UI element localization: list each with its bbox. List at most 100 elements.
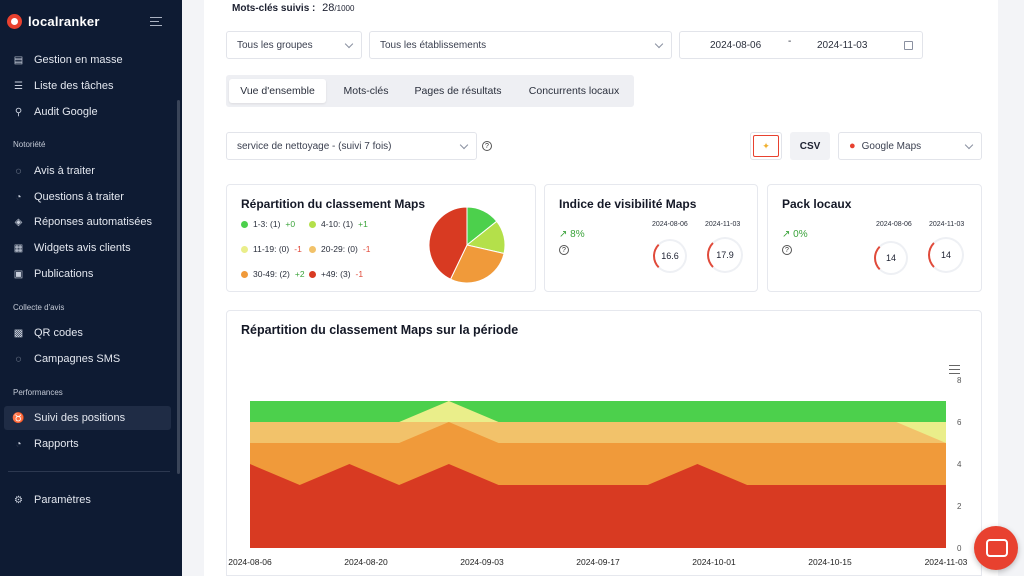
- localpack-date-start: 2024-08-06: [876, 221, 912, 228]
- trend-up-icon: ↗: [559, 229, 571, 240]
- help-icon[interactable]: ?: [782, 245, 792, 255]
- date-range-picker[interactable]: 2024-08-06 - 2024-11-03: [679, 31, 923, 59]
- keywords-counter: Mots-clés suivis : 28/1000: [232, 2, 354, 14]
- legend-item: 20-29: (0) -1: [309, 244, 370, 254]
- groups-select[interactable]: Tous les groupes: [226, 31, 362, 59]
- menu-toggle-icon[interactable]: [150, 17, 162, 26]
- source-value: Google Maps: [861, 140, 922, 152]
- legend-dot: [241, 270, 248, 278]
- sidebar-item-rapports[interactable]: ◔ Rapports: [4, 432, 171, 456]
- sidebar-item-label: Questions à traiter: [34, 191, 124, 203]
- chevron-down-icon: [964, 140, 974, 150]
- sidebar-divider: [8, 471, 170, 472]
- calendar-icon: ▣: [13, 268, 24, 280]
- sidebar-item-label: QR codes: [34, 327, 83, 339]
- sms-icon: ◌: [15, 353, 22, 365]
- source-select[interactable]: ● Google Maps: [838, 132, 982, 160]
- legend-delta: +2: [294, 269, 305, 279]
- chevron-down-icon: [344, 39, 354, 49]
- help-icon[interactable]: ?: [559, 245, 569, 255]
- calendar-icon: [904, 41, 913, 50]
- legend-label: 4-10: (1): [321, 219, 354, 229]
- x-tick-label: 2024-08-06: [228, 557, 272, 567]
- app-name: localranker: [28, 14, 100, 29]
- sidebar-item-qrcodes[interactable]: ▩ QR codes: [4, 321, 171, 345]
- y-tick-label: 6: [957, 418, 962, 427]
- sidebar-item-label: Avis à traiter: [34, 165, 95, 177]
- visibility-gauge-end: 17.9: [707, 237, 743, 273]
- bot-icon: ◈: [14, 216, 23, 228]
- legend-delta: +1: [358, 219, 368, 229]
- sidebar-item-taches[interactable]: ☰ Liste des tâches: [4, 74, 171, 98]
- csv-export-button[interactable]: CSV: [790, 132, 830, 160]
- help-icon[interactable]: ?: [482, 141, 492, 151]
- visibility-date-end: 2024-11-03: [705, 221, 741, 228]
- x-tick-label: 2024-11-03: [925, 557, 968, 567]
- localpack-value-start: 14: [885, 253, 896, 263]
- sidebar-item-widgets[interactable]: ▦ Widgets avis clients: [4, 236, 171, 260]
- y-tick-label: 8: [957, 376, 962, 385]
- localpack-trend-value: 0%: [793, 229, 808, 240]
- sidebar-item-parametres[interactable]: ⚙ Paramètres: [4, 488, 171, 512]
- sidebar-item-label: Suivi des positions: [34, 412, 126, 424]
- tab-concurrents[interactable]: Concurrents locaux: [528, 85, 620, 97]
- ranking-icon: ♉: [12, 412, 25, 424]
- legend-dot: [241, 220, 248, 228]
- tab-mots-cles[interactable]: Mots-clés: [343, 85, 389, 97]
- chat-support-button[interactable]: [974, 526, 1018, 570]
- chevron-down-icon: [459, 140, 469, 150]
- period-area-chart: 0 2 4 6 8 2024-08-06 2024-08-20 2024-09-03 2024-…: [228, 376, 968, 567]
- date-separator: -: [788, 36, 792, 47]
- keywords-max: /1000: [334, 4, 355, 13]
- sidebar-item-reponses[interactable]: ◈ Réponses automatisées: [4, 210, 171, 234]
- sidebar-item-label: Rapports: [34, 438, 79, 450]
- sparkle-icon: ✦: [753, 135, 779, 157]
- chevron-down-icon: [654, 39, 664, 49]
- visibility-trend: ↗ 8%: [559, 229, 585, 240]
- tab-pages-resultats[interactable]: Pages de résultats: [414, 85, 502, 97]
- date-end: 2024-11-03: [817, 39, 868, 51]
- sidebar-scrollbar[interactable]: [177, 100, 180, 474]
- tab-vue-ensemble[interactable]: Vue d'ensemble: [229, 79, 326, 103]
- widget-icon: ▦: [13, 242, 24, 254]
- sidebar-item-questions[interactable]: ◔ Questions à traiter: [4, 185, 171, 209]
- sidebar-item-publications[interactable]: ▣ Publications: [4, 262, 171, 286]
- visibility-card: Indice de visibilité Maps ↗ 8% ? 2024-08…: [544, 184, 758, 292]
- legend-item: 1-3: (1) +0: [241, 219, 295, 229]
- sidebar-item-sms[interactable]: ◌ Campagnes SMS: [4, 347, 171, 371]
- localpack-gauge-start: 14: [874, 241, 908, 275]
- search-icon: ⚲: [14, 106, 23, 118]
- localpack-trend: ↗ 0%: [782, 229, 808, 240]
- legend-delta: -1: [355, 269, 364, 279]
- area-series: [250, 464, 946, 548]
- keyword-select[interactable]: service de nettoyage - (suivi 7 fois): [226, 132, 477, 160]
- sidebar-item-gestion[interactable]: ▤ Gestion en masse: [4, 48, 171, 72]
- legend-dot: [241, 245, 248, 253]
- view-tabs: Vue d'ensemble Mots-clés Pages de résult…: [226, 75, 634, 107]
- ai-insights-button[interactable]: ✦: [750, 132, 782, 160]
- establishments-select[interactable]: Tous les établissements: [369, 31, 672, 59]
- legend-delta: -1: [362, 244, 371, 254]
- legend-item: 11-19: (0) -1: [241, 244, 302, 254]
- distribution-pie-chart: [428, 206, 506, 284]
- sidebar-item-label: Audit Google: [34, 106, 98, 118]
- chat-icon: ◌: [15, 165, 22, 177]
- y-tick-label: 0: [957, 544, 962, 553]
- legend-label: 11-19: (0): [253, 244, 290, 254]
- sidebar-item-label: Réponses automatisées: [34, 216, 153, 228]
- distribution-card: Répartition du classement Maps 1-3: (1) +…: [226, 184, 536, 292]
- groups-value: Tous les groupes: [237, 39, 313, 51]
- legend-item: +49: (3) -1: [309, 269, 363, 279]
- legend-dot: [309, 245, 316, 253]
- chart-menu-icon[interactable]: [949, 365, 960, 374]
- app-logo[interactable]: localranker: [7, 14, 100, 29]
- date-start: 2024-08-06: [710, 39, 762, 51]
- localpack-gauge-end: 14: [928, 237, 964, 273]
- sidebar-item-label: Campagnes SMS: [34, 353, 121, 365]
- file-icon: ▤: [13, 54, 24, 66]
- sidebar-item-label: Paramètres: [34, 494, 91, 506]
- sidebar-item-positions[interactable]: ♉ Suivi des positions: [4, 406, 171, 430]
- sidebar-item-audit[interactable]: ⚲ Audit Google: [4, 100, 171, 124]
- sidebar-item-label: Gestion en masse: [34, 54, 123, 66]
- sidebar-item-avis[interactable]: ◌ Avis à traiter: [4, 159, 171, 183]
